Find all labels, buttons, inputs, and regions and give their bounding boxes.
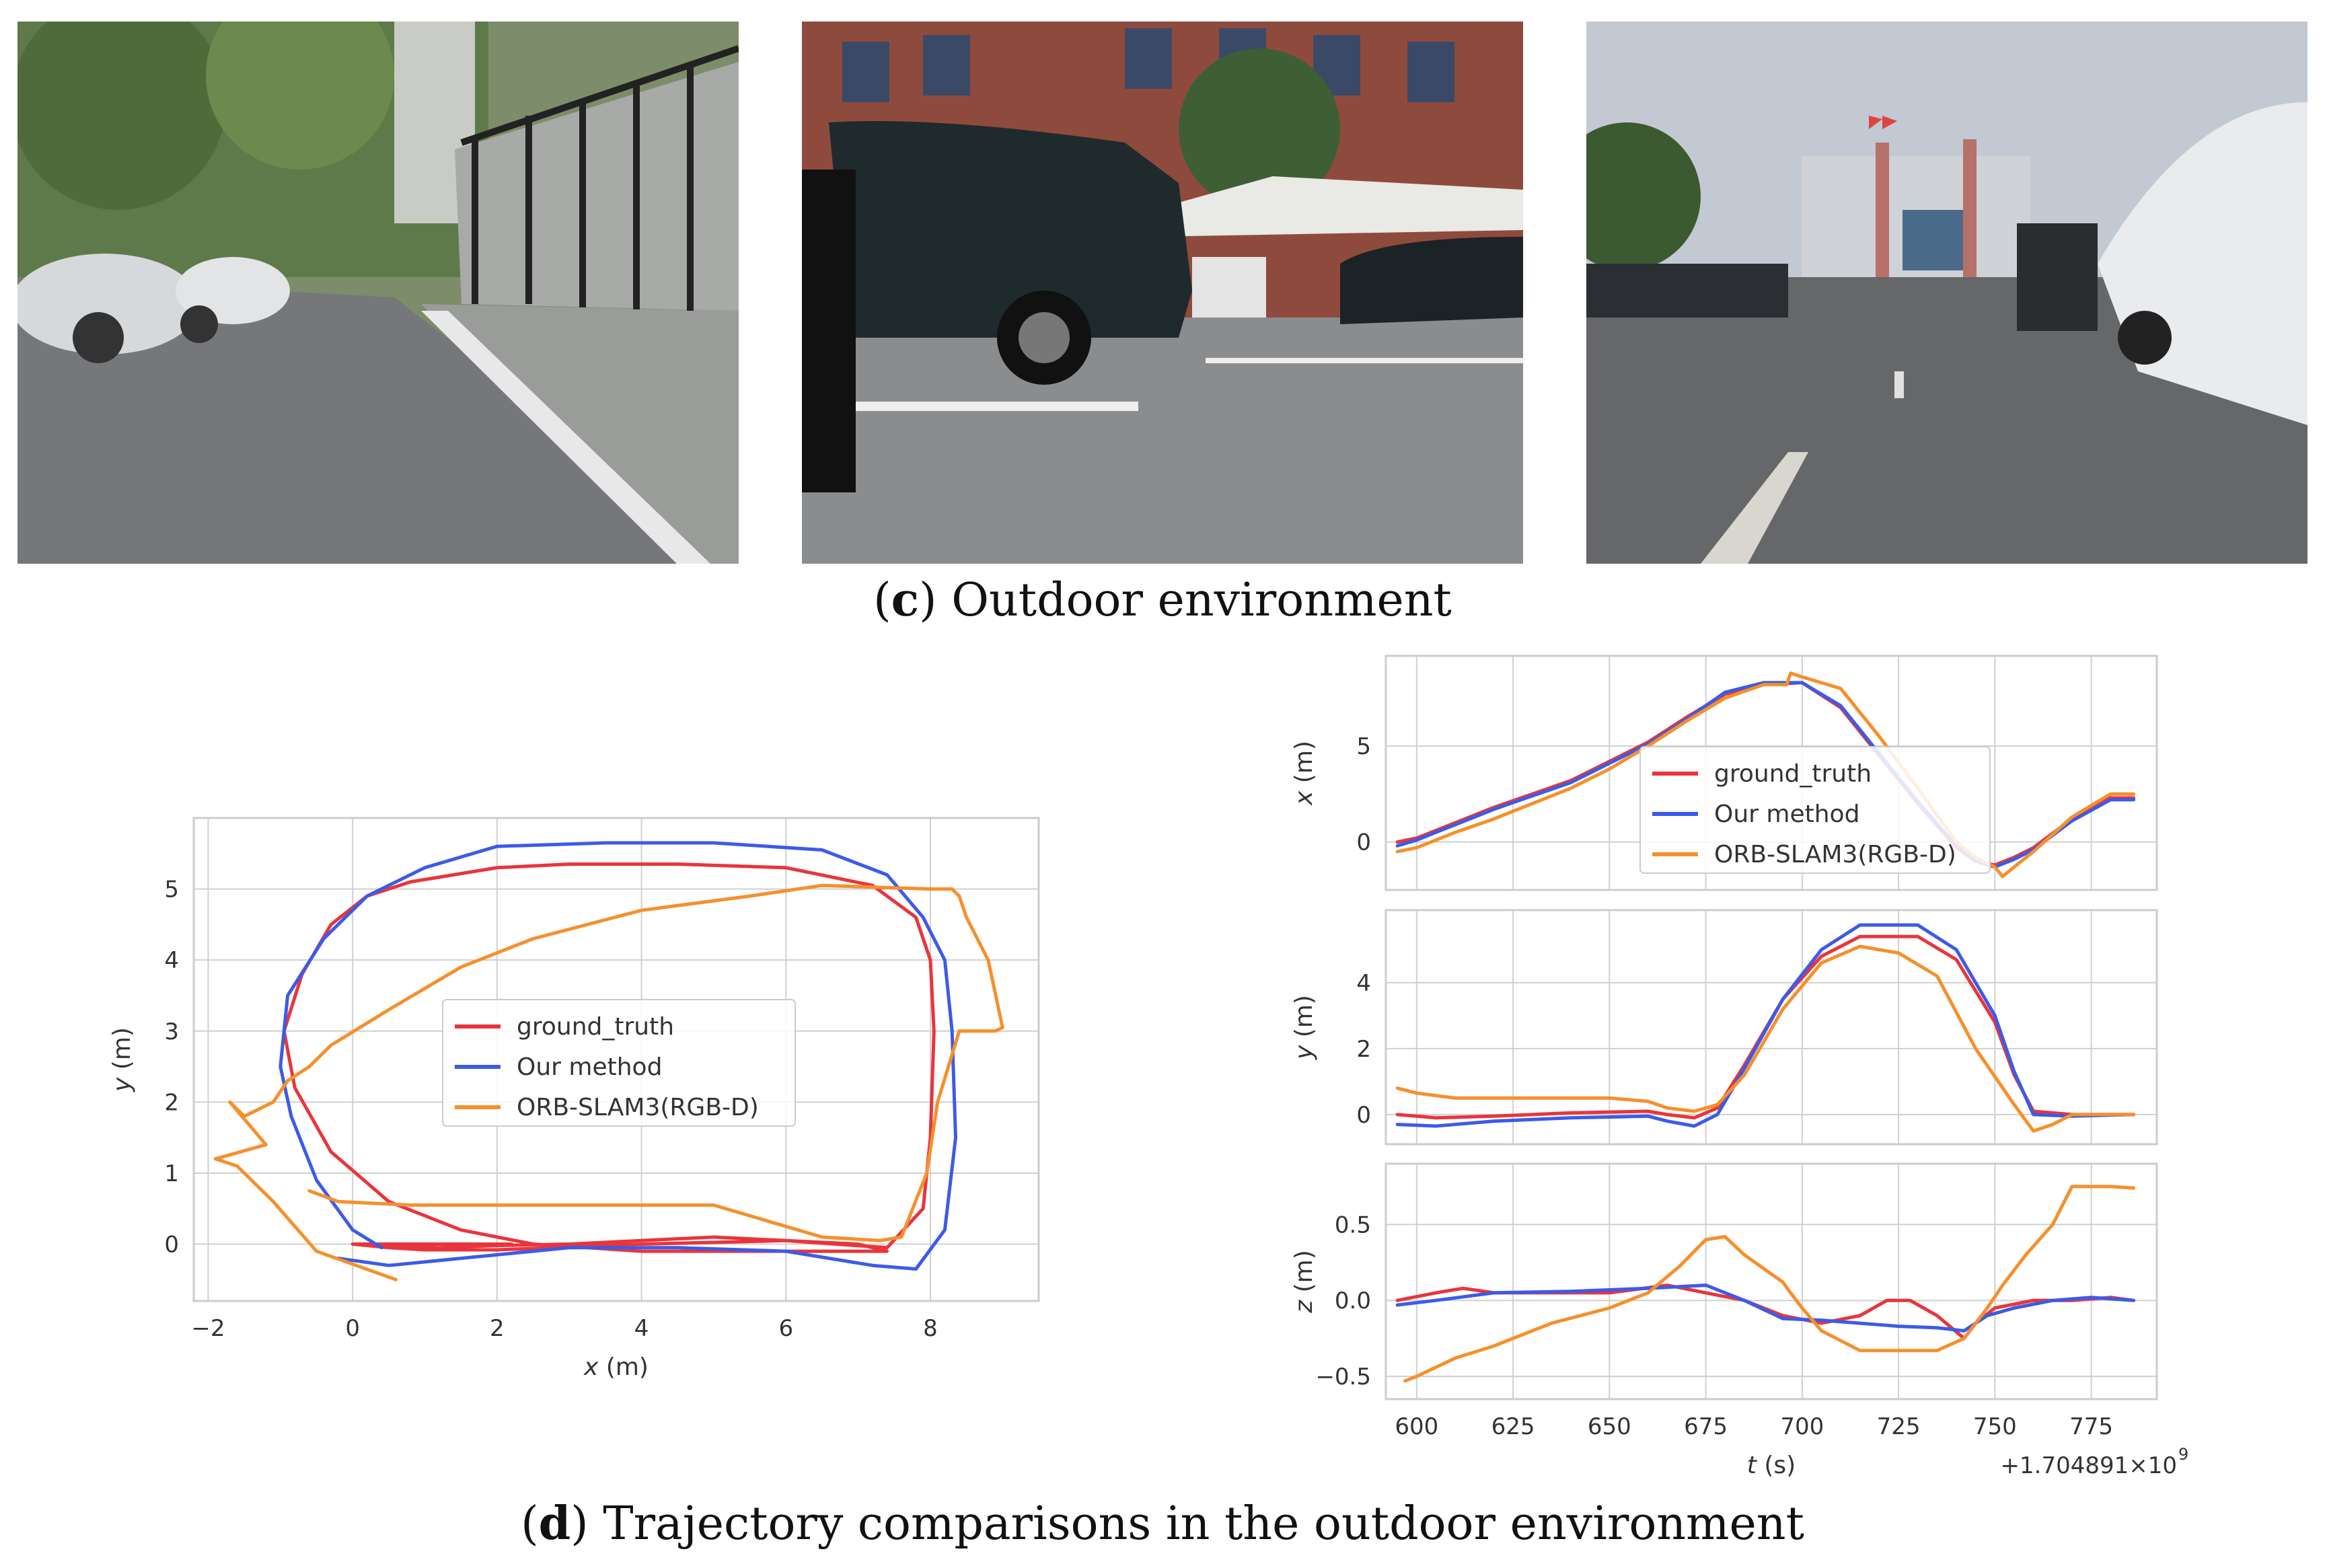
y-tick-label: 3 (164, 1018, 179, 1045)
x-offset-exponent: 9 (2178, 1445, 2188, 1464)
axes-frame (1385, 1162, 2158, 1401)
plot-ts-x: 0 5 x (m) ground_truth Our method ORB-SLAM3(R… (1290, 655, 2158, 891)
x-tick-label: −2 (191, 1315, 225, 1342)
x-axis-label: t (s) (1747, 1452, 1796, 1479)
caption-c: (c) Outdoor environment (873, 573, 1452, 627)
y-tick-label: 2 (1356, 1036, 1371, 1063)
y-tick-label: 1 (164, 1160, 179, 1187)
y-tick-label: 0 (1356, 1102, 1371, 1129)
y-tick-label: 0 (164, 1232, 179, 1259)
axes-frame (192, 817, 1040, 1302)
series-line-orb_slam3 (213, 883, 1004, 1281)
x-offset-label: +1.704891×10 (2001, 1452, 2177, 1479)
x-tick-label: 725 (1877, 1413, 1921, 1440)
time-series-charts: 0 5 x (m) ground_truth Our method ORB-SLAM3(R… (1245, 646, 2325, 1487)
x-tick-label: 650 (1588, 1413, 1631, 1440)
series-line-our_method (1395, 1283, 2136, 1333)
plot-xy: −2 0 2 4 6 8 0 1 2 3 4 5 y (m) x (m) ground_truth Our m… (108, 817, 1040, 1381)
x-tick-label: 4 (634, 1315, 649, 1342)
series-line-our_method (1395, 923, 2136, 1128)
x-tick-label: 2 (490, 1315, 505, 1342)
time-series-svg: 0 5 x (m) ground_truth Our method ORB-SLAM3(R… (1290, 655, 2188, 1479)
outdoor-photo-parking (802, 22, 1523, 564)
legend-label-ground_truth: ground_truth (517, 1013, 674, 1041)
series-line-our_method (1395, 681, 2136, 869)
y-tick-label: 5 (1356, 733, 1371, 760)
x-tick-label: 8 (923, 1315, 938, 1342)
legend-box (1639, 746, 1991, 874)
plot-ts-y: 0 2 4 y (m) (1290, 909, 2158, 1146)
legend-box (442, 999, 796, 1127)
xy-trajectory-svg: −2 0 2 4 6 8 0 1 2 3 4 5 y (m) x (m) ground_truth Our m… (108, 817, 1040, 1381)
y-tick-label: −0.5 (1315, 1364, 1371, 1390)
legend-label-orb_slam3: ORB-SLAM3(RGB-D) (1714, 841, 1956, 868)
y-tick-label: 2 (164, 1089, 179, 1116)
legend-label-our_method: Our method (1714, 800, 1859, 828)
y-axis-label: x (m) (1290, 741, 1318, 806)
series-line-orb_slam3 (1403, 1185, 2136, 1383)
x-axis-label: x (m) (583, 1353, 649, 1381)
legend-label-ground_truth: ground_truth (1714, 760, 1872, 788)
x-tick-label: 675 (1684, 1413, 1728, 1440)
x-tick-label: 625 (1491, 1413, 1535, 1440)
y-tick-label: 5 (164, 876, 179, 903)
series-line-orb_slam3 (1395, 671, 2136, 879)
plot-ts-z: 600 625 650 675 700 725 750 775 −0.5 0.0 0.5 z (m) t… (1290, 1162, 2188, 1479)
xy-trajectory-chart: −2 0 2 4 6 8 0 1 2 3 4 5 y (m) x (m) ground_truth Our m… (0, 794, 1076, 1399)
y-tick-label: 0 (1356, 829, 1371, 856)
y-tick-label: 4 (164, 947, 179, 974)
x-tick-label: 600 (1395, 1413, 1438, 1440)
axes-frame (1385, 655, 2158, 891)
outdoor-photo-road (1586, 22, 2308, 564)
axes-frame (1385, 909, 2158, 1146)
caption-d: (d) Trajectory comparisons in the outdoo… (521, 1497, 1804, 1551)
outdoor-photo-sidewalk (17, 22, 739, 564)
x-tick-label: 775 (2069, 1413, 2113, 1440)
y-axis-label: y (m) (108, 1027, 136, 1092)
y-axis-label: z (m) (1290, 1250, 1318, 1314)
x-tick-label: 700 (1780, 1413, 1824, 1440)
x-tick-label: 0 (345, 1315, 360, 1342)
y-tick-label: 0.5 (1335, 1211, 1371, 1238)
y-axis-label: y (m) (1290, 995, 1318, 1060)
y-tick-label: 4 (1356, 970, 1371, 997)
x-tick-label: 6 (778, 1315, 793, 1342)
y-tick-label: 0.0 (1335, 1287, 1371, 1314)
x-tick-label: 750 (1973, 1413, 2017, 1440)
series-line-orb_slam3 (1395, 944, 2136, 1133)
legend-label-orb_slam3: ORB-SLAM3(RGB-D) (517, 1094, 759, 1121)
series-line-our_method (279, 841, 957, 1271)
legend-label-our_method: Our method (517, 1053, 662, 1081)
